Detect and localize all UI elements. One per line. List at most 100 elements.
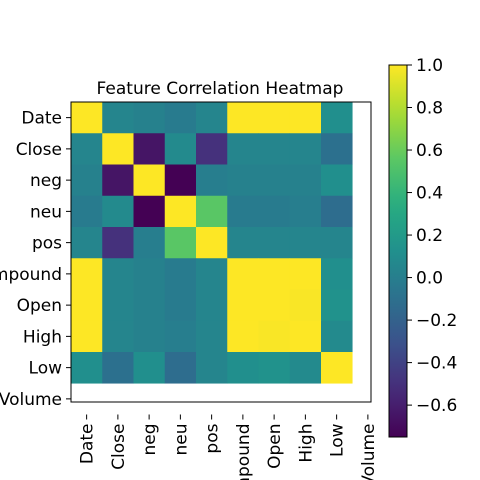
heatmap-cell-1-2 (133, 133, 166, 165)
heatmap-cell-0-4 (196, 102, 228, 134)
heatmap-cell-1-0 (71, 133, 103, 165)
heatmap-cell-1-1 (102, 133, 134, 165)
heatmap-cell-8-1 (102, 352, 134, 384)
heatmap-cell-8-3 (164, 352, 197, 384)
heatmap-cell-1-5 (227, 133, 259, 165)
heatmap-cell-6-6 (258, 289, 291, 322)
heatmap-cell-0-5 (227, 102, 259, 134)
heatmap-cell-5-5 (227, 258, 259, 290)
heatmap-cell-2-4 (196, 164, 228, 197)
heatmap-cell-4-8 (321, 227, 353, 259)
x-tick-label: Open (265, 424, 285, 469)
x-tick-label: Low (328, 423, 348, 457)
heatmap-cell-8-5 (227, 352, 259, 384)
y-tick-label: High (23, 327, 62, 347)
heatmap-cell-6-0 (71, 289, 103, 322)
heatmap-cell-4-4 (196, 227, 228, 259)
heatmap-cell-2-2 (133, 164, 166, 197)
x-tick-label: Volume (359, 424, 379, 480)
heatmap-cell-6-3 (164, 289, 197, 322)
heatmap-cell-4-6 (258, 227, 291, 259)
heatmap-cell-8-6 (258, 352, 291, 384)
heatmap-cell-8-0 (71, 352, 103, 384)
colorbar-tick-label: 0.4 (416, 184, 443, 204)
colorbar-tick-label: −0.6 (416, 396, 457, 416)
heatmap-cell-5-4 (196, 258, 228, 290)
x-tick-label: neg (140, 424, 160, 456)
y-tick-labels: Date Close neg neu pos Compound Open High Low Vol… (0, 109, 71, 410)
heatmap-cell-6-5 (227, 289, 259, 322)
heatmap-cell-5-6 (258, 258, 291, 290)
heatmap-cell-2-3 (164, 164, 197, 197)
colorbar-gradient (388, 64, 408, 438)
y-tick-label: neu (30, 202, 62, 222)
y-tick-label: Low (29, 359, 63, 379)
colorbar-tick-label: 0.2 (416, 226, 443, 246)
heatmap-cell-1-8 (321, 133, 353, 165)
colorbar-tick-label: 1.0 (416, 56, 443, 76)
heatmap-cell-0-6 (258, 102, 291, 134)
heatmap-cell-3-4 (196, 195, 228, 228)
heatmap-cell-7-6 (258, 320, 291, 353)
heatmap-cell-6-2 (133, 289, 166, 322)
heatmap-cell-5-7 (289, 258, 322, 290)
colorbar-tick-label: 0.8 (416, 99, 443, 119)
heatmap-cell-2-0 (71, 164, 103, 197)
plot-frame (70, 101, 372, 403)
y-tick-label: Open (17, 296, 62, 316)
heatmap-cell-2-7 (289, 164, 322, 197)
heatmap-cell-2-5 (227, 164, 259, 197)
x-tick-label: neu (171, 424, 191, 456)
heatmap-cell-5-8 (321, 258, 353, 290)
y-tick-label: pos (32, 234, 62, 254)
x-tick-label: Date (78, 424, 98, 465)
heatmap-cell-0-7 (289, 102, 322, 134)
colorbar-tick-label: −0.4 (416, 354, 457, 374)
heatmap-cell-7-2 (133, 320, 166, 353)
heatmap-cell-8-4 (196, 352, 228, 384)
heatmap-cell-4-1 (102, 227, 134, 259)
heatmap-cell-2-1 (102, 164, 134, 197)
colorbar-tick-label: 0.0 (416, 269, 443, 289)
heatmap-cell-0-0 (71, 102, 103, 134)
y-tick-label: Volume (0, 390, 62, 410)
chart-title: Feature Correlation Heatmap (97, 79, 344, 99)
heatmap-cell-0-2 (133, 102, 166, 134)
heatmap-cell-3-6 (258, 195, 291, 228)
y-tick-label: Date (21, 109, 62, 129)
heatmap-cell-5-0 (71, 258, 103, 290)
heatmap-cell-8-8 (321, 352, 353, 384)
heatmap-cell-7-0 (71, 320, 103, 353)
heatmap-cell-5-2 (133, 258, 166, 290)
heatmap-cell-7-1 (102, 320, 134, 353)
heatmap-cell-4-2 (133, 227, 166, 259)
heatmap-cell-3-0 (71, 195, 103, 228)
heatmap-cell-7-4 (196, 320, 228, 353)
heatmap-cell-2-8 (321, 164, 353, 197)
heatmap-cell-6-4 (196, 289, 228, 322)
colorbar: 1.0 0.8 0.6 0.4 0.2 0.0 −0.2 −0.4 −0.6 (388, 56, 457, 438)
heatmap-cell-7-3 (164, 320, 197, 353)
colorbar-tick-label: 0.6 (416, 141, 443, 161)
heatmap-cell-4-3 (164, 227, 197, 259)
heatmap-cell-3-7 (289, 195, 322, 228)
heatmap-cell-3-2 (133, 195, 166, 228)
colorbar-tick-label: −0.2 (416, 311, 457, 331)
heatmap-cell-4-0 (71, 227, 103, 259)
heatmap-cell-6-7 (289, 289, 322, 322)
heatmap-cell-6-8 (321, 289, 353, 322)
heatmap-cell-1-4 (196, 133, 228, 165)
x-tick-label: High (296, 424, 316, 463)
heatmap-cell-3-5 (227, 195, 259, 228)
y-tick-label: Close (16, 140, 62, 160)
heatmap-cell-5-3 (164, 258, 197, 290)
heatmap-cell-4-7 (289, 227, 322, 259)
heatmap-cell-3-1 (102, 195, 134, 228)
heatmap-cell-3-8 (321, 195, 353, 228)
heatmap-cell-3-3 (164, 195, 197, 228)
x-tick-label: Compound (234, 424, 254, 480)
heatmap-cell-4-5 (227, 227, 259, 259)
heatmap-cell-0-8 (321, 102, 353, 134)
heatmap-cell-5-1 (102, 258, 134, 290)
